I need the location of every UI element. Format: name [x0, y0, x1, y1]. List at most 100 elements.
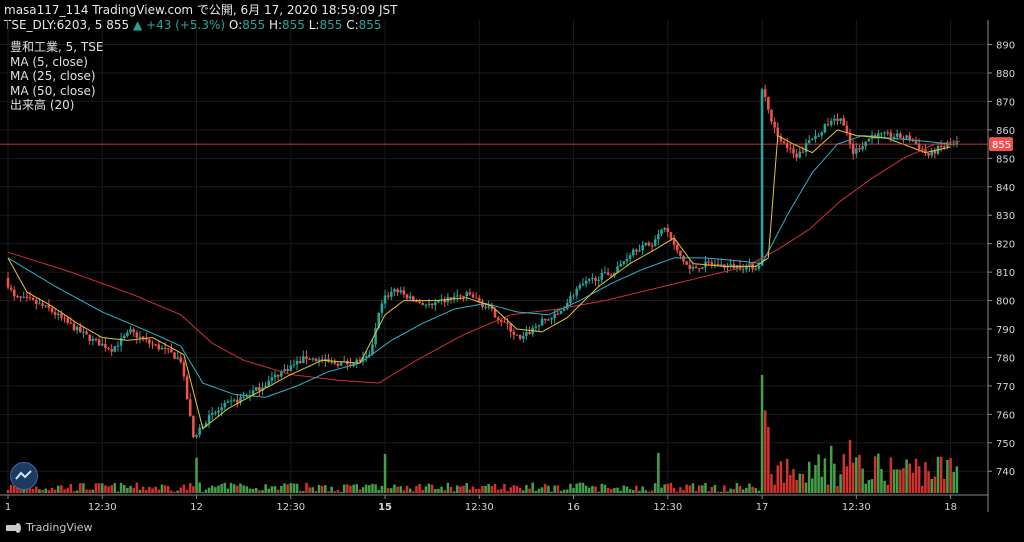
- candle-body: [902, 137, 905, 139]
- candle-body: [631, 249, 635, 256]
- candle-body: [390, 291, 393, 297]
- volume-bar: [207, 487, 211, 493]
- volume-bar: [785, 458, 789, 493]
- candle-body: [478, 297, 481, 302]
- volume-bar: [653, 483, 657, 493]
- volume-bar: [776, 465, 780, 493]
- volume-bar: [707, 491, 710, 493]
- volume-bar: [226, 488, 230, 493]
- legend-volume[interactable]: 出来高 (20): [10, 98, 75, 112]
- candle-body: [16, 296, 19, 298]
- legend-ma25[interactable]: MA (25, close): [10, 69, 96, 83]
- y-tick-label: 850: [996, 154, 1015, 165]
- legend-ma50[interactable]: MA (50, close): [10, 83, 96, 98]
- volume-bar: [295, 483, 299, 493]
- legend-title[interactable]: 豊和工業, 5, TSE: [10, 40, 104, 54]
- legend-ma5[interactable]: MA (5, close): [10, 54, 88, 69]
- candle-body: [908, 135, 912, 140]
- volume-bar: [484, 485, 487, 493]
- volume-bar: [506, 491, 509, 493]
- volume-bar: [31, 489, 35, 493]
- tradingview-badge-icon[interactable]: [10, 462, 38, 490]
- volume-bar: [625, 486, 629, 493]
- ohlc-c-label: C:: [346, 18, 359, 32]
- volume-bar: [675, 491, 679, 493]
- volume-bar: [600, 483, 604, 493]
- volume-bar: [75, 490, 79, 493]
- candle-body: [553, 313, 556, 319]
- volume-bar: [82, 483, 85, 493]
- candle-body: [386, 295, 390, 297]
- volume-bar: [185, 489, 189, 493]
- volume-bar: [701, 485, 704, 493]
- volume-bar: [393, 484, 396, 493]
- volume-bar: [251, 488, 255, 493]
- volume-bar: [902, 468, 905, 493]
- candle-body: [72, 323, 76, 331]
- candle-body: [471, 294, 475, 298]
- volume-bar: [732, 489, 736, 493]
- volume-bar: [848, 439, 852, 493]
- volume-bar: [820, 476, 824, 493]
- candle-body: [383, 295, 387, 304]
- candle-body: [713, 263, 717, 265]
- candle-body: [292, 364, 296, 366]
- candle-body: [179, 357, 183, 363]
- candle-body: [41, 303, 44, 306]
- candle-body: [591, 278, 594, 280]
- candle-body: [666, 228, 670, 233]
- x-tick-label: 15: [378, 502, 392, 513]
- candle-body: [880, 133, 883, 135]
- candle-body: [914, 141, 918, 145]
- candle-body: [399, 290, 403, 293]
- volume-bar: [53, 489, 57, 493]
- volume-bar: [955, 466, 959, 493]
- volume-bar: [525, 485, 528, 493]
- candle-body: [371, 344, 374, 355]
- volume-bar: [449, 486, 453, 493]
- candle-body: [685, 261, 688, 265]
- volume-bar: [638, 490, 641, 493]
- candle-body: [223, 402, 227, 408]
- volume-bar: [628, 489, 632, 493]
- y-tick-label: 830: [996, 211, 1015, 222]
- volume-bar: [418, 483, 421, 493]
- volume-bar: [258, 490, 261, 493]
- volume-bar: [430, 484, 434, 493]
- candle-body: [697, 268, 701, 270]
- candle-body: [641, 245, 644, 251]
- volume-bar: [229, 482, 233, 493]
- candle-body: [396, 289, 399, 293]
- volume-bar: [339, 491, 343, 493]
- volume-bar: [823, 458, 827, 493]
- volume-bar: [371, 483, 374, 493]
- candle-body: [543, 318, 547, 321]
- candle-body: [408, 296, 412, 299]
- volume-bar: [166, 486, 170, 493]
- candle-body: [47, 305, 51, 309]
- candle-body: [613, 272, 616, 276]
- candle-body: [892, 136, 896, 138]
- candle-body: [368, 354, 371, 357]
- candle-body: [587, 279, 591, 281]
- candle-body: [91, 338, 95, 341]
- y-tick-label: 810: [996, 268, 1015, 279]
- candle-body: [126, 332, 129, 336]
- volume-bar: [895, 469, 899, 493]
- candle-body: [38, 303, 41, 305]
- y-tick-label: 800: [996, 297, 1015, 308]
- volume-bar: [368, 485, 371, 493]
- volume-bar: [78, 483, 82, 493]
- volume-bar: [845, 466, 849, 493]
- candle-body: [298, 360, 302, 363]
- x-tick-label: 12:30: [842, 502, 871, 513]
- volume-bar: [141, 486, 145, 493]
- volume-bar: [465, 482, 468, 493]
- y-tick-label: 750: [996, 439, 1015, 450]
- candle-body: [760, 89, 764, 266]
- candle-body: [129, 329, 132, 333]
- candle-body: [886, 132, 890, 134]
- volume-bar: [751, 486, 754, 493]
- volume-bar: [468, 489, 472, 493]
